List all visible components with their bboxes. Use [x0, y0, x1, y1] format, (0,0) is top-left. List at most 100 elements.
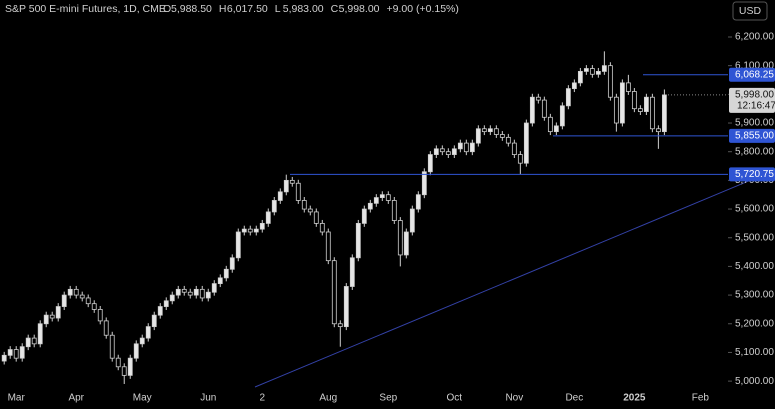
candle-body [211, 283, 217, 293]
level-label-box [729, 167, 775, 182]
candle-body [325, 231, 331, 262]
candle-body [31, 337, 37, 345]
candle-body [613, 96, 619, 124]
candle-body [289, 179, 295, 184]
candle-body [187, 291, 193, 296]
level-label: 5,720.75 [735, 169, 774, 180]
candle-body [1, 354, 7, 362]
stat-value: 6,017.50 [227, 3, 268, 15]
x-tick-label: Jun [200, 393, 216, 404]
candle-body [433, 148, 439, 155]
stat-value: 5,998.00 [339, 3, 380, 15]
change: +9.00 (+0.15%) [387, 3, 459, 15]
candle-body [109, 334, 115, 359]
candle-body [223, 268, 229, 279]
candle-body [247, 228, 253, 233]
candle-body [319, 222, 325, 233]
candle-body [607, 65, 613, 98]
candle-body [343, 286, 349, 328]
candle-body [337, 323, 343, 328]
candle-body [19, 346, 25, 359]
currency[interactable]: USD [739, 5, 762, 17]
candle-body [133, 343, 139, 359]
candle-body [151, 314, 157, 328]
y-tick-label: 5,500.00 [735, 232, 774, 243]
y-tick-label: 5,800.00 [735, 146, 774, 157]
candle-body [97, 309, 103, 322]
candle-body [565, 88, 571, 107]
candle-body [241, 228, 247, 233]
candle-body [67, 288, 73, 296]
candle-body [25, 337, 31, 348]
stat-key: O [163, 3, 171, 15]
candle-body [559, 105, 565, 127]
candle-body [619, 82, 625, 124]
candle-body [349, 257, 355, 287]
candle-body [121, 366, 127, 376]
y-tick-label: 5,600.00 [735, 204, 774, 215]
candle-body [367, 202, 373, 210]
y-tick-label: 5,000.00 [735, 376, 774, 387]
chart-title: S&P 500 E-mini Futures, 1D, CME [5, 3, 166, 15]
candle-body [217, 277, 223, 285]
candle-body [85, 297, 91, 305]
candle-body [115, 357, 121, 368]
stat-key: H [219, 3, 227, 15]
candle-body [589, 68, 595, 75]
candle-body [175, 288, 181, 296]
candle-body [457, 142, 463, 150]
y-tick-label: 5,200.00 [735, 318, 774, 329]
candle-body [49, 314, 55, 319]
x-tick-label: Sep [379, 393, 397, 404]
candle-body [355, 222, 361, 259]
candle-body [385, 194, 391, 201]
candle-body [547, 116, 553, 133]
candle-body [445, 151, 451, 155]
candle-body [475, 128, 481, 144]
candle-body [157, 306, 163, 316]
candle-body [103, 320, 109, 336]
candle-body [493, 128, 499, 135]
candle-body [193, 288, 199, 296]
candle-body [199, 288, 205, 299]
x-tick-label: Apr [68, 393, 84, 404]
candle-body [583, 68, 589, 72]
candle-body [127, 357, 133, 376]
candle-body [661, 94, 667, 133]
x-tick-label: Nov [505, 393, 523, 404]
candle-body [379, 194, 385, 198]
candle-body [409, 208, 415, 233]
candle-body [403, 231, 409, 256]
candle-body [637, 108, 643, 112]
candle-body [61, 294, 67, 307]
candle-body [145, 326, 151, 339]
candle-body [505, 136, 511, 144]
candle-body [313, 211, 319, 224]
currency-button[interactable] [732, 1, 768, 21]
stat-key: C [331, 3, 339, 15]
candle-body [79, 294, 85, 299]
candle-body [169, 294, 175, 302]
candle-body [625, 82, 631, 92]
x-tick-label: Mar [8, 393, 26, 404]
candle-body [553, 125, 559, 133]
candle-body [463, 142, 469, 153]
level-label: 5,855.00 [735, 131, 774, 142]
y-tick-label: 5,100.00 [735, 347, 774, 358]
candle-body [427, 154, 433, 173]
candle-body [259, 222, 265, 230]
candle-body [73, 288, 79, 296]
candle-body [523, 122, 529, 164]
candle-body [391, 200, 397, 221]
y-tick-label: 5,900.00 [735, 118, 774, 129]
candle-body [331, 260, 337, 325]
stat-value: 5,988.50 [171, 3, 212, 15]
candle-body [271, 200, 277, 213]
candle-body [481, 128, 487, 133]
candle-body [415, 194, 421, 210]
candle-body [265, 211, 271, 224]
